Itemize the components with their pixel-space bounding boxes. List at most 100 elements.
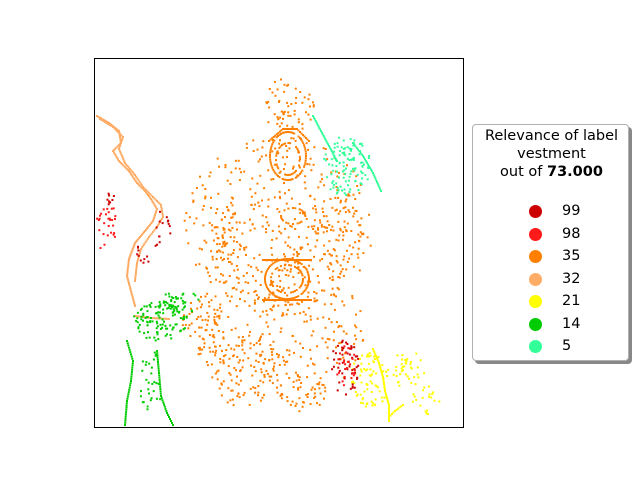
relevance-pixel: [286, 400, 289, 403]
relevance-pixel: [305, 137, 307, 139]
relevance-pixel: [220, 256, 222, 259]
relevance-pixel: [335, 186, 338, 188]
relevance-pixel: [342, 176, 345, 179]
relevance-pixel: [268, 106, 271, 109]
relevance-pixel: [161, 217, 163, 220]
relevance-pixel: [283, 291, 286, 294]
relevance-pixel: [352, 159, 355, 161]
relevance-pixel: [153, 317, 156, 320]
relevance-pixel: [333, 308, 336, 311]
relevance-pixel: [274, 172, 277, 175]
relevance-pixel: [238, 167, 241, 170]
relevance-pixel: [277, 304, 280, 307]
relevance-pixel: [229, 229, 232, 232]
legend-marker: [529, 317, 542, 331]
relevance-pixel: [425, 412, 428, 415]
relevance-pixel: [433, 399, 436, 402]
relevance-pixel: [268, 289, 270, 292]
relevance-pixel: [236, 256, 239, 259]
relevance-pixel: [272, 141, 275, 144]
relevance-pixel: [301, 169, 304, 172]
relevance-pixel: [428, 393, 431, 396]
relevance-pixel: [356, 173, 359, 176]
relevance-pixel: [158, 378, 161, 381]
relevance-pixel: [142, 314, 145, 317]
relevance-pixel: [283, 253, 285, 256]
relevance-pixel: [282, 143, 285, 146]
relevance-pixel: [402, 369, 404, 372]
relevance-pixel: [314, 245, 317, 248]
relevance-pixel: [279, 290, 282, 293]
relevance-pixel: [270, 279, 273, 282]
relevance-pixel: [129, 253, 132, 256]
relevance-pixel: [130, 291, 133, 294]
relevance-pixel: [289, 303, 291, 306]
relevance-pixel: [198, 326, 201, 329]
relevance-pixel: [232, 213, 235, 216]
relevance-pixel: [161, 214, 164, 216]
relevance-pixel: [255, 266, 258, 269]
relevance-pixel: [347, 184, 349, 187]
relevance-pixel: [279, 394, 282, 397]
relevance-pixel: [150, 199, 153, 202]
relevance-pixel: [354, 334, 357, 337]
relevance-pixel: [353, 386, 356, 389]
relevance-pixel: [347, 360, 350, 363]
relevance-pixel: [348, 153, 351, 155]
relevance-pixel: [142, 186, 144, 188]
relevance-pixel: [251, 177, 254, 180]
relevance-pixel: [328, 277, 331, 280]
relevance-pixel: [265, 369, 268, 372]
relevance-pixel: [299, 248, 302, 251]
relevance-pixel: [364, 174, 367, 177]
relevance-pixel: [130, 174, 133, 176]
relevance-pixel: [335, 259, 338, 262]
relevance-pixel: [283, 178, 286, 181]
relevance-pixel: [107, 225, 110, 227]
relevance-pixel: [256, 148, 259, 151]
relevance-pixel: [304, 157, 307, 160]
relevance-pixel: [160, 204, 162, 206]
relevance-pixel: [345, 268, 348, 271]
relevance-pixel: [369, 244, 372, 247]
relevance-pixel: [288, 128, 290, 130]
relevance-pixel: [298, 166, 301, 169]
relevance-pixel: [303, 165, 306, 168]
relevance-pixel: [114, 154, 117, 157]
relevance-pixel: [272, 369, 275, 372]
relevance-pixel: [198, 335, 201, 338]
relevance-pixel: [249, 342, 252, 345]
relevance-pixel: [315, 292, 318, 295]
relevance-pixel: [336, 145, 339, 148]
relevance-pixel: [336, 389, 339, 392]
relevance-pixel: [349, 138, 352, 141]
relevance-pixel: [226, 242, 229, 245]
relevance-pixel: [265, 269, 268, 272]
relevance-pixel: [343, 151, 346, 154]
relevance-pixel: [134, 179, 137, 182]
relevance-pixel: [340, 325, 343, 328]
relevance-pixel: [214, 322, 217, 325]
relevance-pixel: [309, 105, 311, 108]
relevance-pixel: [284, 300, 287, 303]
relevance-pixel: [203, 342, 206, 345]
relevance-pixel: [262, 362, 265, 365]
relevance-pixel: [318, 403, 321, 406]
relevance-pixel: [218, 165, 221, 168]
relevance-pixel: [287, 222, 290, 225]
relevance-pixel: [378, 186, 381, 189]
relevance-pixel: [326, 265, 329, 268]
relevance-pixel: [134, 276, 137, 278]
relevance-pixel: [141, 246, 144, 249]
relevance-pixel: [219, 358, 222, 360]
relevance-pixel: [172, 326, 175, 329]
relevance-pixel: [115, 155, 118, 158]
relevance-pixel: [330, 254, 332, 257]
relevance-pixel: [136, 182, 138, 184]
relevance-pixel: [159, 311, 161, 314]
relevance-pixel: [208, 175, 211, 178]
legend-entry: 21: [473, 291, 630, 313]
relevance-pixel: [384, 390, 386, 392]
relevance-pixel: [308, 278, 310, 280]
relevance-pixel: [167, 306, 170, 309]
